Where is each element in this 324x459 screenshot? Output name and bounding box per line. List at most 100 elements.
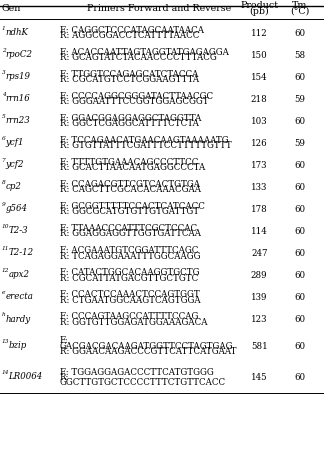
- Text: ycf2: ycf2: [6, 160, 24, 169]
- Text: 150: 150: [251, 50, 268, 60]
- Text: 581: 581: [251, 341, 268, 351]
- Text: F: GGACGGAGGAGGCTAGGTTA: F: GGACGGAGGAGGCTAGGTTA: [60, 114, 201, 123]
- Text: F:: F:: [60, 336, 69, 345]
- Text: R: CAGCTTCGCACACAAACGAA: R: CAGCTTCGCACACAAACGAA: [60, 185, 201, 195]
- Text: 58: 58: [294, 50, 305, 60]
- Text: 60: 60: [294, 205, 305, 214]
- Text: (°C): (°C): [290, 7, 309, 16]
- Text: e: e: [2, 291, 5, 295]
- Text: T2-12: T2-12: [8, 248, 34, 257]
- Text: 218: 218: [251, 95, 268, 104]
- Text: R: GTGTTATTTCGATTTCCTTTTTGTTT: R: GTGTTATTTCGATTTCCTTTTTGTTT: [60, 141, 232, 151]
- Text: rrn16: rrn16: [6, 94, 30, 103]
- Text: 133: 133: [251, 183, 267, 192]
- Text: F: CCAGACGTTCGTCACTGTGA: F: CCAGACGTTCGTCACTGTGA: [60, 180, 200, 189]
- Text: R: GGAACAAGACCCGTTCATTCATGAAT: R: GGAACAAGACCCGTTCATTCATGAAT: [60, 347, 237, 356]
- Text: Tm: Tm: [292, 0, 307, 10]
- Text: F: CAGGCTCCCATAGCAATAACA: F: CAGGCTCCCATAGCAATAACA: [60, 26, 204, 35]
- Text: LR0064: LR0064: [8, 372, 43, 381]
- Text: Primers Forward and Reverse: Primers Forward and Reverse: [87, 4, 232, 13]
- Text: 10: 10: [2, 224, 9, 229]
- Text: F: TTAAACCCATTTCGCTCCAC: F: TTAAACCCATTTCGCTCCAC: [60, 224, 197, 233]
- Text: R: GCACTTAACAATGAGGCCCTA: R: GCACTTAACAATGAGGCCCTA: [60, 163, 205, 173]
- Text: erecta: erecta: [6, 292, 33, 302]
- Text: g564: g564: [6, 204, 28, 213]
- Text: 126: 126: [251, 139, 268, 148]
- Text: 154: 154: [251, 73, 268, 82]
- Text: h: h: [2, 313, 6, 317]
- Text: bzip: bzip: [8, 341, 27, 350]
- Text: Product: Product: [240, 0, 278, 10]
- Text: Gen: Gen: [2, 4, 21, 13]
- Text: 8: 8: [2, 180, 6, 185]
- Text: 103: 103: [251, 117, 268, 126]
- Text: F: TTTTGTGAAACAGCCCTTCC: F: TTTTGTGAAACAGCCCTTCC: [60, 158, 198, 167]
- Text: apx2: apx2: [8, 270, 29, 280]
- Text: 59: 59: [294, 95, 305, 104]
- Text: 59: 59: [294, 139, 305, 148]
- Text: 60: 60: [294, 73, 305, 82]
- Text: 60: 60: [294, 117, 305, 126]
- Text: F: TGGAGGAGACCCTTCATGTGGG: F: TGGAGGAGACCCTTCATGTGGG: [60, 368, 214, 376]
- Text: 60: 60: [294, 227, 305, 236]
- Text: F: GCGGTTTTTCCACTCATCACC: F: GCGGTTTTTCCACTCATCACC: [60, 202, 205, 211]
- Text: 11: 11: [2, 246, 9, 251]
- Text: cp2: cp2: [6, 182, 21, 191]
- Text: hardy: hardy: [6, 314, 31, 324]
- Text: (pb): (pb): [249, 7, 269, 16]
- Text: 60: 60: [294, 341, 305, 351]
- Text: 3: 3: [2, 70, 6, 75]
- Text: 60: 60: [294, 315, 305, 324]
- Text: 12: 12: [2, 269, 9, 273]
- Text: R: CGCATGTCCTCGGAAGTTTA: R: CGCATGTCCTCGGAAGTTTA: [60, 75, 199, 84]
- Text: 139: 139: [251, 293, 267, 302]
- Text: R: CGCATTATGACGTTGCTGTC: R: CGCATTATGACGTTGCTGTC: [60, 274, 198, 283]
- Text: 14: 14: [2, 370, 9, 375]
- Text: F: CCCCAGGCGGGATACTTAACGC: F: CCCCAGGCGGGATACTTAACGC: [60, 92, 213, 101]
- Text: 60: 60: [294, 249, 305, 258]
- Text: 145: 145: [251, 373, 268, 382]
- Text: GACGACGACAAGATGGTTCCTAGTGAG: GACGACGACAAGATGGTTCCTAGTGAG: [60, 341, 233, 351]
- Text: R: GGGAATTTCCGGTGGAGCGGT: R: GGGAATTTCCGGTGGAGCGGT: [60, 97, 209, 106]
- Text: 60: 60: [294, 271, 305, 280]
- Text: F: CCCAGTAAGCCATTTTCCAG: F: CCCAGTAAGCCATTTTCCAG: [60, 312, 198, 321]
- Text: 9: 9: [2, 202, 6, 207]
- Text: 123: 123: [251, 315, 267, 324]
- Text: T2-3: T2-3: [8, 226, 28, 235]
- Text: GGCTTGTGCTCCCCTTTCTGTTCACC: GGCTTGTGCTCCCCTTTCTGTTCACC: [60, 378, 226, 387]
- Text: 5: 5: [2, 114, 6, 119]
- Text: 173: 173: [251, 161, 267, 170]
- Text: R: GGAGGAGGTTGGTGATTCAA: R: GGAGGAGGTTGGTGATTCAA: [60, 230, 201, 239]
- Text: R: GGCTCGAGGCATTTTCTCTA: R: GGCTCGAGGCATTTTCTCTA: [60, 119, 199, 129]
- Text: F: CATACTGGCACAAGGTGCTG: F: CATACTGGCACAAGGTGCTG: [60, 268, 200, 277]
- Text: 2: 2: [2, 48, 6, 53]
- Text: rpoC2: rpoC2: [6, 50, 32, 59]
- Text: 60: 60: [294, 373, 305, 382]
- Text: F: CCACTCCAAACTCCAGTGGT: F: CCACTCCAAACTCCAGTGGT: [60, 290, 200, 299]
- Text: ndhK: ndhK: [6, 28, 29, 37]
- Text: 247: 247: [251, 249, 267, 258]
- Text: F: TTGGTCCAGAGCATCTACCA: F: TTGGTCCAGAGCATCTACCA: [60, 70, 198, 79]
- Text: 13: 13: [2, 339, 9, 344]
- Text: 7: 7: [2, 158, 6, 163]
- Text: 178: 178: [251, 205, 268, 214]
- Text: R: GCAGTATCTACAACCCCTTTACG: R: GCAGTATCTACAACCCCTTTACG: [60, 53, 217, 62]
- Text: R: AGGCGGACCTCATTTTAACC: R: AGGCGGACCTCATTTTAACC: [60, 31, 199, 40]
- Text: rrn23: rrn23: [6, 116, 30, 125]
- Text: 60: 60: [294, 28, 305, 38]
- Text: rps19: rps19: [6, 72, 30, 81]
- Text: 60: 60: [294, 293, 305, 302]
- Text: 60: 60: [294, 183, 305, 192]
- Text: R: GGCGCATGTGTTGTGATTGT: R: GGCGCATGTGTTGTGATTGT: [60, 207, 199, 217]
- Text: 4: 4: [2, 92, 6, 97]
- Text: R: CTGAATGGCAAGTCAGTGGA: R: CTGAATGGCAAGTCAGTGGA: [60, 296, 201, 305]
- Text: 112: 112: [251, 28, 268, 38]
- Text: 289: 289: [251, 271, 268, 280]
- Text: F: ACACCAATTAGTAGGTATGAGAGGA: F: ACACCAATTAGTAGGTATGAGAGGA: [60, 48, 229, 57]
- Text: R: TCAGAGGAAATTTGGCAAGG: R: TCAGAGGAAATTTGGCAAGG: [60, 252, 201, 261]
- Text: F: ACGAAATGTCGGATTTCAGC: F: ACGAAATGTCGGATTTCAGC: [60, 246, 198, 255]
- Text: R:: R:: [60, 373, 69, 382]
- Text: F: TCCAGAACATGAACAAGTAAAAATG: F: TCCAGAACATGAACAAGTAAAAATG: [60, 136, 228, 145]
- Text: 6: 6: [2, 136, 6, 141]
- Text: 60: 60: [294, 161, 305, 170]
